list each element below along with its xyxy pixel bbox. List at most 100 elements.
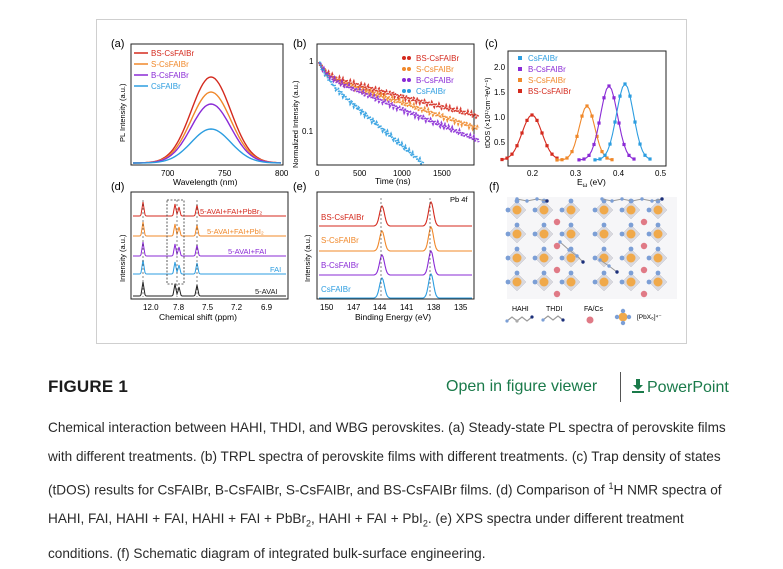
trace-e-0: BS-CsFAIBr: [321, 213, 364, 222]
tdos-line-2: [578, 85, 635, 161]
pl-curve-2: [133, 103, 282, 164]
pl-curve-3: [133, 128, 281, 164]
panel-d-label: (d): [111, 181, 124, 193]
pb-atom: [566, 277, 576, 287]
panel-c-xtick-2: 0.4: [613, 169, 625, 178]
panel-f-label: (f): [489, 181, 499, 193]
halide-atom: [505, 207, 511, 213]
halide-atom: [619, 231, 625, 237]
panel-c-legend: CsFAIBr B-CsFAIBr S-CsFAIBr BS-CsFAIBr: [518, 54, 571, 96]
trpl-series-1: [318, 62, 480, 133]
pb-atom: [512, 253, 522, 263]
halide-atom: [559, 207, 565, 213]
figure-caption: Chemical interaction between HAHI, THDI,…: [48, 420, 726, 562]
tdos-marker: [608, 142, 612, 146]
tdos-marker: [550, 152, 554, 156]
panel-c-xlabel: Eω (eV): [577, 177, 606, 189]
halide-atom: [592, 231, 598, 237]
pb-atom: [653, 277, 663, 287]
molecule-atom: [640, 197, 644, 201]
halide-atom: [568, 270, 574, 276]
trace-d-0: 5-AVAI+FAI+PbBr₂: [200, 207, 262, 216]
legend-c-2: S-CsFAIBr: [528, 76, 566, 85]
tdos-marker: [587, 153, 591, 157]
halide-atom: [646, 279, 652, 285]
molecule-atom: [607, 264, 611, 268]
halide-atom: [505, 231, 511, 237]
legend-b-0: BS-CsFAIBr: [416, 54, 459, 63]
panel-b-label: (b): [293, 38, 306, 50]
thdi-chain-icon: [542, 315, 564, 321]
halide-atom: [619, 207, 625, 213]
panel-c-ylabel: tDOS (×10¹⁷cm⁻³eV⁻¹): [485, 78, 492, 148]
panel-a-xtick-0: 700: [161, 169, 175, 178]
legend-f-1: THDI: [546, 306, 562, 313]
panel-a-legend: BS-CsFAIBr S-CsFAIBr B-CsFAIBr CsFAIBr: [134, 49, 194, 91]
molecule-atom: [545, 199, 549, 203]
molecule-atom: [660, 197, 664, 201]
panel-d-xtick-2: 7.5: [202, 303, 214, 312]
halide-atom: [541, 246, 547, 252]
halide-atom: [601, 246, 607, 252]
halide-atom: [505, 255, 511, 261]
panel-b-xtick-3: 1500: [433, 169, 451, 178]
legend-f-3: [PbX₆]⁴⁻: [637, 314, 662, 321]
pb-atom: [566, 253, 576, 263]
tdos-marker: [643, 153, 647, 157]
legend-f-0: HAHI: [512, 306, 529, 313]
panel-e-annotation: Pb 4f: [450, 195, 468, 204]
cation-atom: [553, 242, 561, 250]
molecule-atom: [630, 199, 634, 203]
panel-d-zoom-box: [166, 199, 185, 285]
halide-atom: [628, 222, 634, 228]
tdos-marker: [505, 156, 509, 160]
panel-e-xtick-1: 147: [347, 303, 361, 312]
pb-atom: [599, 229, 609, 239]
tdos-marker: [520, 131, 524, 135]
molecule-atom: [558, 240, 562, 244]
halide-atom: [505, 279, 511, 285]
pb-atom: [653, 205, 663, 215]
pb-atom: [626, 277, 636, 287]
panel-a-xlabel: Wavelength (nm): [173, 177, 238, 187]
panel-f-schematic: [505, 197, 677, 299]
panel-b-xtick-1: 500: [353, 169, 367, 178]
halide-atom: [619, 279, 625, 285]
tdos-marker: [582, 157, 586, 161]
panel-c-ytick-0: 0.5: [494, 138, 506, 147]
halide-atom: [514, 222, 520, 228]
tdos-marker: [545, 144, 549, 148]
halide-atom: [601, 270, 607, 276]
tdos-line-0: [501, 114, 558, 161]
panel-b-ylabel: Normalized Intensity (a.u.): [291, 80, 300, 168]
legend-b-3: CsFAIBr: [416, 87, 446, 96]
open-figure-viewer-link[interactable]: Open in figure viewer: [446, 378, 598, 395]
tdos-marker: [560, 158, 564, 162]
powerpoint-link[interactable]: PowerPoint: [631, 378, 729, 397]
tdos-marker: [627, 153, 631, 157]
panel-c-xtick-3: 0.5: [655, 169, 667, 178]
legend-f-2: FA/Cs: [584, 306, 604, 313]
tdos-marker: [510, 152, 514, 156]
cation-atom: [553, 290, 561, 298]
tdos-marker: [515, 144, 519, 148]
cation-atom: [640, 290, 648, 298]
tdos-marker: [623, 82, 627, 86]
tdos-marker: [617, 121, 621, 125]
pb-atom: [512, 229, 522, 239]
trace-d-3: FAI: [270, 265, 281, 274]
panel-b-xtick-2: 1000: [393, 169, 411, 178]
tdos-marker: [633, 120, 637, 124]
halide-atom: [568, 222, 574, 228]
panel-f: (f) HAHI THDI FA/Cs [PbX₆]⁴⁻: [489, 181, 677, 326]
tdos-marker: [590, 114, 594, 118]
trpl-series-3: [318, 61, 425, 165]
halide-atom: [601, 222, 607, 228]
nmr-trace-0: [133, 201, 286, 217]
panel-b: (b) BS-CsFAIBr S-CsFAIBr B-CsFAIBr CsFAI…: [291, 38, 480, 186]
figure-image[interactable]: (a) BS-CsFAIBr S-CsFAIBr B-CsFAIBr CsFAI…: [96, 19, 687, 344]
panel-d: (d) 5-AVAI+FAI+PbBr₂ 5-AVAI+FAI+PbI₂ 5-A…: [111, 181, 289, 322]
panel-a-xtick-1: 750: [218, 169, 232, 178]
molecule-chain-0: [516, 198, 548, 202]
tdos-marker: [585, 104, 589, 108]
